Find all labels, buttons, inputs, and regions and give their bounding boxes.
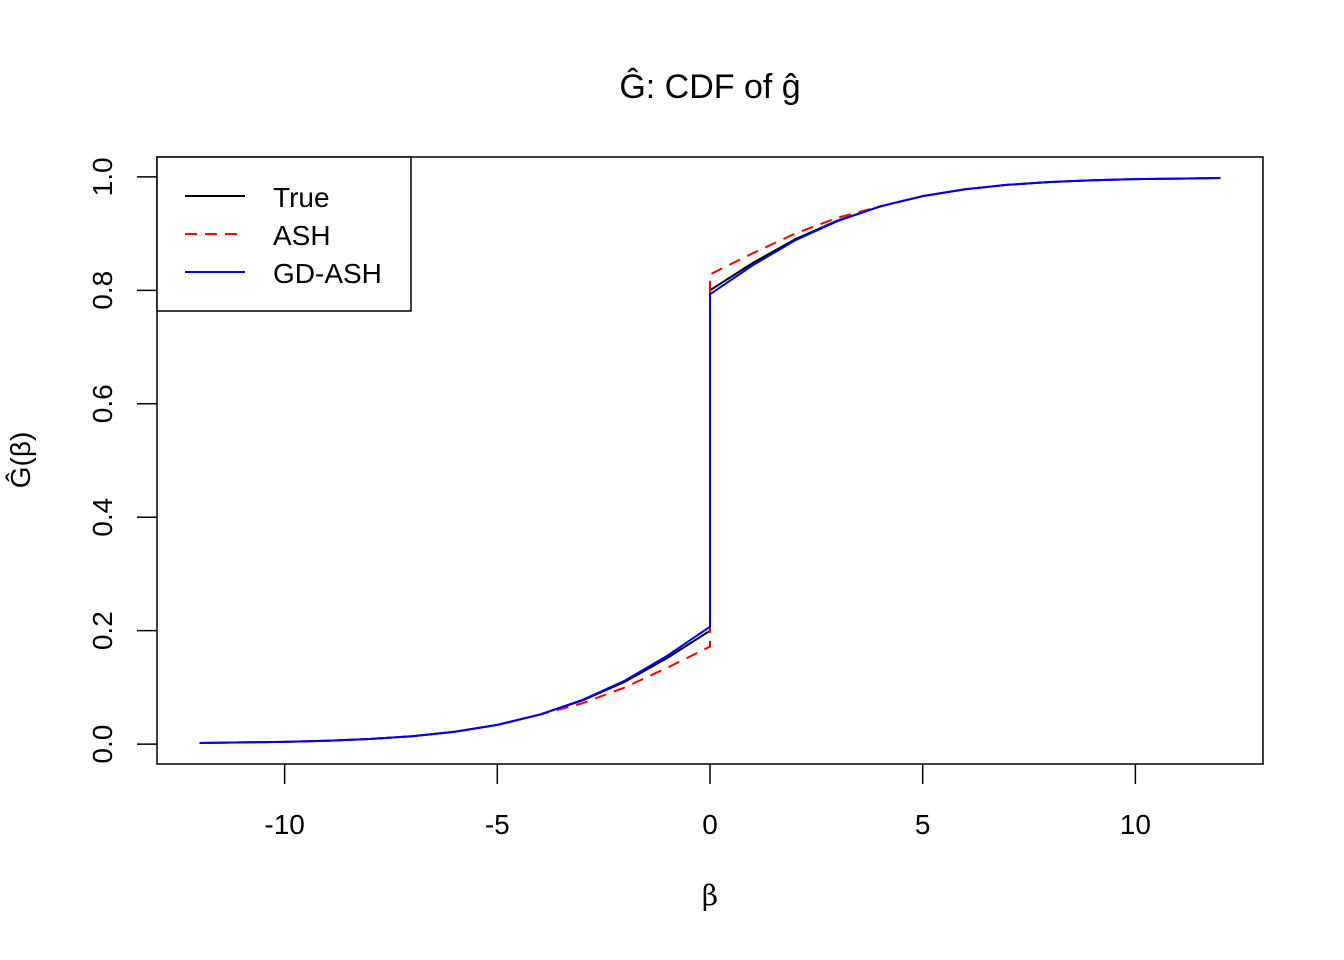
y-tick-label: 0.8 — [87, 271, 118, 310]
legend-label: True — [273, 182, 330, 213]
legend-label: GD-ASH — [273, 258, 382, 289]
x-axis-label: β — [702, 879, 718, 912]
series-line-gd-ash — [199, 177, 1221, 744]
chart-title: Ĝ: CDF of ĝ — [619, 68, 800, 106]
legend: True ASH GD-ASH — [156, 156, 412, 312]
x-tick-label: -5 — [485, 809, 510, 840]
x-tick-label: 0 — [702, 809, 718, 840]
y-axis: 0.0 0.2 0.4 0.6 0.8 1.0 — [87, 157, 157, 764]
legend-label: ASH — [273, 220, 331, 251]
y-tick-label: 0.2 — [87, 611, 118, 650]
series-lines — [199, 177, 1221, 744]
y-tick-label: 0.6 — [87, 384, 118, 423]
y-axis-label: Ĝ(β) — [5, 432, 36, 489]
y-tick-label: 0.0 — [87, 725, 118, 764]
x-tick-label: 5 — [915, 809, 931, 840]
y-tick-label: 0.4 — [87, 498, 118, 537]
y-tick-label: 1.0 — [87, 157, 118, 196]
x-axis: -10 -5 0 5 10 — [264, 764, 1151, 840]
legend-box — [156, 156, 412, 312]
x-tick-label: -10 — [264, 809, 304, 840]
x-tick-label: 10 — [1120, 809, 1151, 840]
